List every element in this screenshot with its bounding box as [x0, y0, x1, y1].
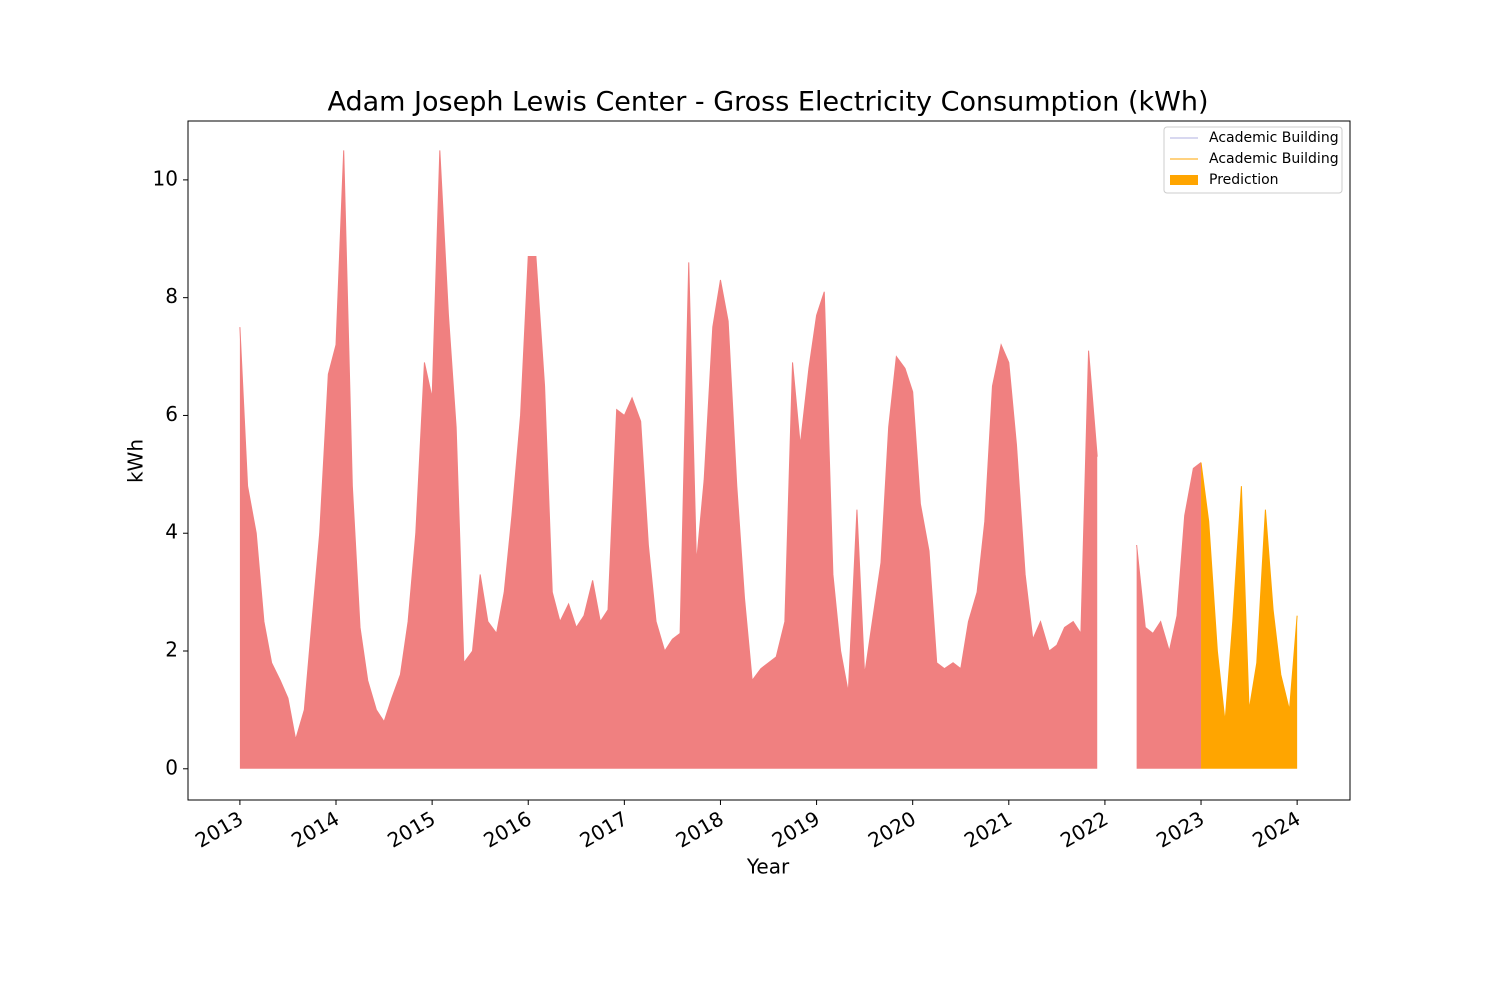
area	[239, 150, 1202, 769]
x-tick-label: 2023	[1152, 806, 1208, 852]
y-tick-label: 0	[165, 755, 178, 779]
line	[1200, 462, 1298, 722]
y-axis-label: kWh	[124, 439, 148, 483]
chart-title: Adam Joseph Lewis Center - Gross Electri…	[327, 87, 1208, 118]
x-tick-label: 2013	[191, 806, 247, 852]
y-tick-label: 8	[165, 284, 178, 308]
legend-swatch	[1170, 175, 1198, 185]
x-tick-label: 2016	[479, 806, 535, 852]
y-tick-label: 10	[153, 166, 178, 190]
x-tick-label: 2022	[1056, 806, 1112, 852]
x-tick-label: 2018	[672, 806, 728, 852]
area	[1201, 462, 1298, 769]
x-tick-label: 2014	[287, 806, 343, 852]
x-tick-label: 2020	[864, 806, 920, 852]
line	[239, 150, 1202, 740]
x-tick-label: 2015	[383, 806, 439, 852]
x-tick-label: 2017	[576, 806, 632, 852]
x-tick-label: 2021	[960, 806, 1016, 852]
x-tick-label: 2024	[1248, 806, 1304, 852]
x-tick-label: 2019	[768, 806, 824, 852]
y-tick-label: 2	[165, 638, 178, 662]
y-tick-label: 4	[165, 520, 178, 544]
legend-box	[1163, 126, 1343, 194]
legend-label: Academic Building	[1209, 151, 1339, 167]
legend-label: Academic Building	[1209, 130, 1339, 146]
legend-label: Prediction	[1209, 172, 1279, 188]
y-tick-label: 6	[165, 402, 178, 426]
x-axis-label: Year	[746, 855, 790, 879]
plot-frame	[187, 120, 1351, 801]
